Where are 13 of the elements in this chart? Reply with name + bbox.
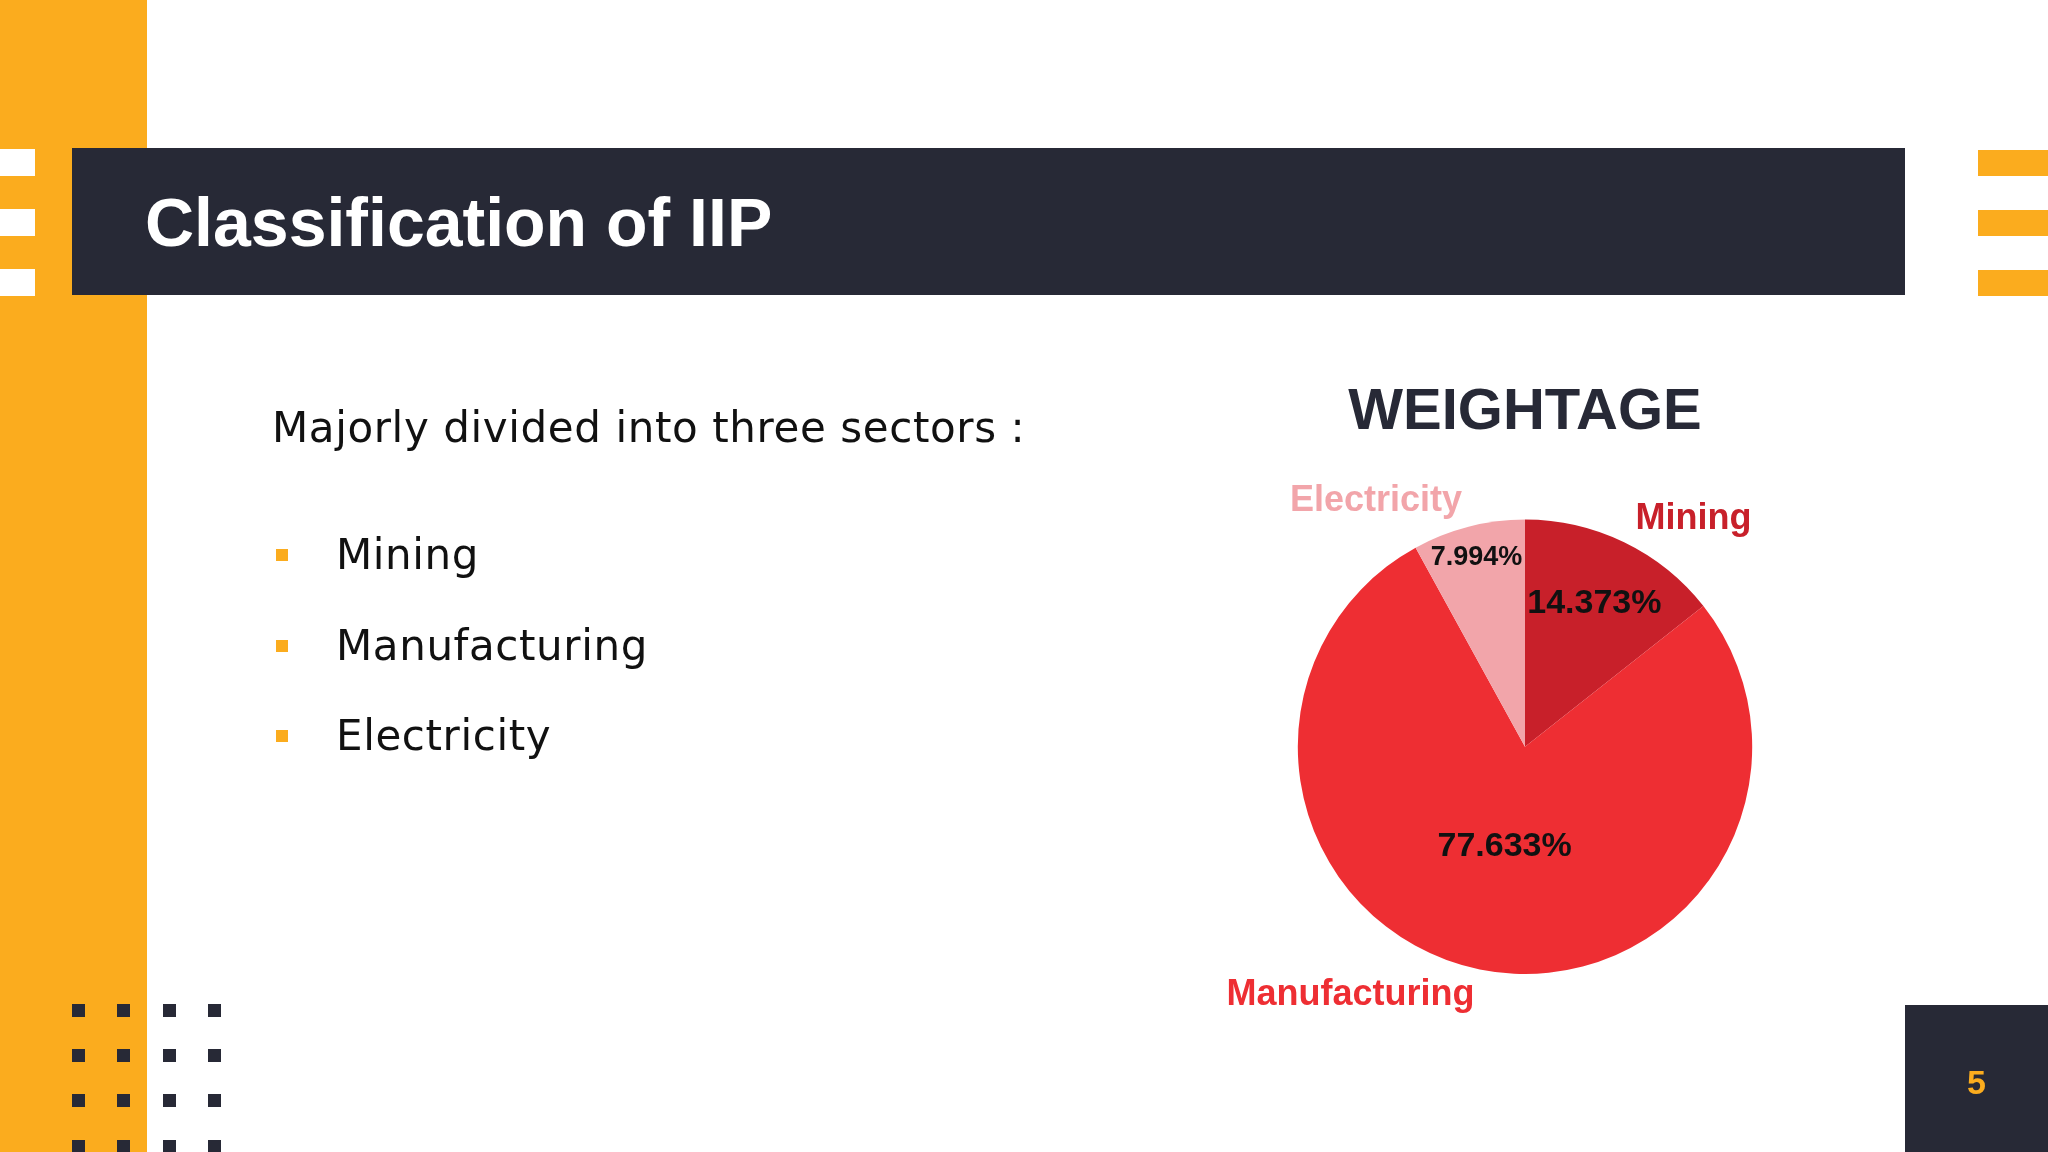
text: Classification of IIP — [145, 183, 773, 262]
slice-label: Manufacturing — [1226, 971, 1475, 1013]
slice-label: Electricity — [1289, 478, 1463, 520]
data-label: 7.994% — [1430, 540, 1523, 571]
text: Electricity — [336, 710, 552, 762]
data-label: 77.633% — [1437, 825, 1572, 864]
text: Majorly divided into three sectors : — [272, 402, 1026, 454]
text: Mining — [336, 529, 480, 581]
data-label: 14.373% — [1527, 582, 1662, 621]
chart-subtitle: WEIGHTAGE — [1348, 375, 1702, 441]
text: 5 — [1966, 1062, 1987, 1103]
slice-label: Mining — [1635, 495, 1752, 537]
text: Manufacturing — [336, 619, 648, 672]
